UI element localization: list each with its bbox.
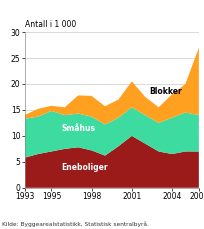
Text: Kilde: Byggearealstatistikk, Statistisk sentralbyrå.: Kilde: Byggearealstatistikk, Statistisk …: [2, 221, 148, 227]
Text: Småhus: Småhus: [61, 124, 95, 133]
Text: Eneboliger: Eneboliger: [61, 163, 108, 172]
Text: Blokker: Blokker: [148, 87, 181, 96]
Text: Antall i 1 000: Antall i 1 000: [24, 19, 75, 28]
